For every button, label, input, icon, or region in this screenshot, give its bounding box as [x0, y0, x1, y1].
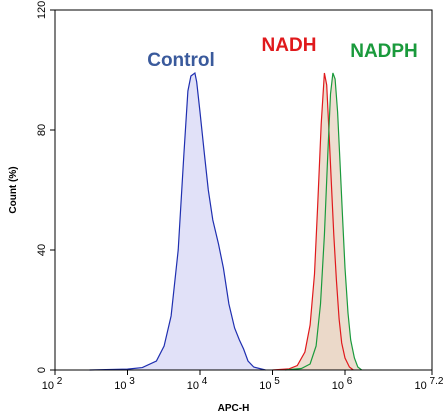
y-axis-title: Count (%) [8, 166, 19, 213]
y-tick-label: 40 [36, 244, 48, 256]
control-area [89, 73, 266, 370]
series-areas [89, 73, 362, 370]
nadh-line [272, 72, 354, 371]
plot-frame [54, 9, 433, 371]
axis-ticks [50, 9, 433, 375]
x-tick-label: 10 5 [259, 376, 280, 392]
x-tick-label: 10 7.2 [415, 376, 444, 392]
x-axis-title: APC-H [218, 403, 250, 414]
nadph-area [285, 73, 362, 370]
x-tick-label: 10 3 [114, 376, 135, 392]
series-lines [89, 71, 363, 371]
x-tick-label: 10 2 [42, 376, 63, 392]
nadph-line [285, 72, 363, 371]
y-tick-label: 0 [36, 367, 48, 373]
y-tick-label: 120 [36, 1, 48, 19]
series-labels: Control NADH NADPH [147, 35, 418, 71]
control-line [89, 71, 266, 371]
control-label: Control [147, 50, 215, 71]
nadh-label: NADH [262, 35, 317, 56]
x-tick-label: 10 4 [187, 376, 208, 392]
x-tick-label: 10 6 [332, 376, 353, 392]
nadph-label: NADPH [350, 41, 418, 62]
axis-tick-labels: 10 2 10 3 10 4 10 5 10 6 10 7.2 0 40 80 120 [36, 1, 444, 392]
y-tick-label: 80 [36, 124, 48, 136]
